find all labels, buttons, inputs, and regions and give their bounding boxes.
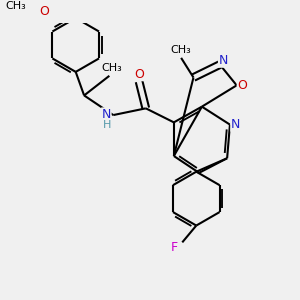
Text: N: N [102,108,111,121]
Text: F: F [171,241,178,254]
Text: H: H [103,120,111,130]
Text: CH₃: CH₃ [6,1,26,11]
Text: CH₃: CH₃ [102,63,122,73]
Text: N: N [231,118,240,131]
Text: O: O [237,79,247,92]
Text: N: N [218,54,228,67]
Text: O: O [134,68,144,81]
Text: O: O [39,5,49,18]
Text: CH₃: CH₃ [171,45,191,55]
